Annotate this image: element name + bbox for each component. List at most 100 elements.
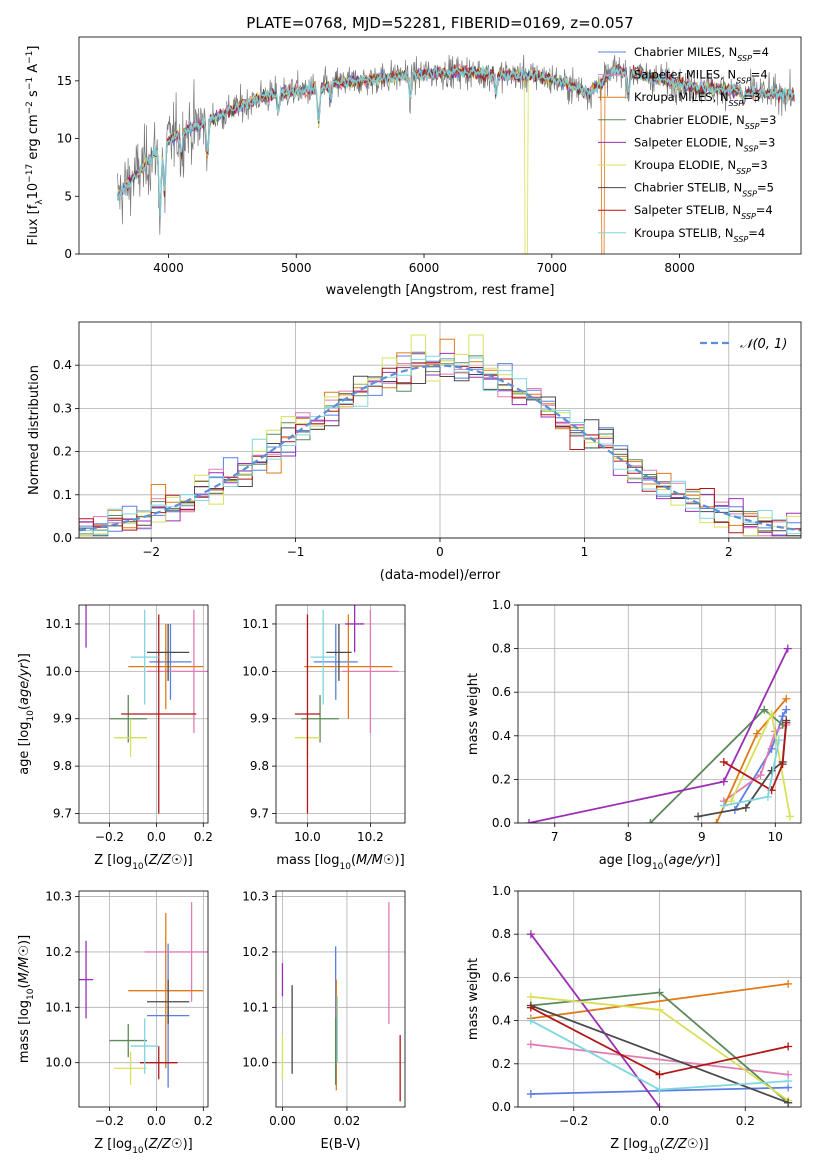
- mass_vs_Z-axes: −0.2 0.0 0.2 10.0 10.1 10.2 10.3: [45, 890, 213, 1128]
- age-vs-metallicity-panel: −0.2 0.0 0.29.79.89.910.010.1 Z [log10(Z/Z☉…: [17, 604, 213, 872]
- weight-marker-3: [655, 988, 664, 997]
- weight-marker-7: [655, 1070, 664, 1079]
- spectrum-ylabel-part: −1: [25, 51, 35, 64]
- residuals-xtick-label: 2: [725, 545, 733, 559]
- mass_vs_Z-xtick-label: 0.2: [194, 1114, 213, 1128]
- legend-entry: Chabrier MILES, NSSP=4: [634, 45, 769, 63]
- legend-entry: Chabrier STELIB, NSSP=5: [634, 181, 774, 199]
- weight_vs_age-xlabel-part: 10: [652, 862, 664, 872]
- mass_vs_Z-ytick-label: 10.0: [45, 1056, 72, 1070]
- mass_vs_Z-xlabel-part: (: [144, 1137, 149, 1152]
- weight-vs-metallicity-panel: −0.2 0.0 0.2 0.0 0.2 0.4 0.6 0.8 1.0 Z [log10(Z/Z…: [466, 884, 802, 1156]
- age_vs_Z-ylabel-part: )]: [17, 653, 32, 663]
- weight_vs_age-ytick-label: 0.2: [492, 772, 511, 786]
- mass_vs_Z-ylabel: mass [log10(M/M☉)]: [17, 935, 36, 1063]
- age_vs_Z-xtick-label: 0.0: [147, 830, 166, 844]
- residuals-ytick-label: 0.1: [53, 488, 72, 502]
- age_vs_Z-ylabel-part: 10: [26, 710, 36, 722]
- residuals-ytick-label: 0.4: [53, 358, 72, 372]
- histogram-7: [79, 358, 801, 538]
- mass_vs_Z-ytick-label: 10.3: [45, 890, 72, 904]
- age_vs_mass-xlabel-part: 10: [340, 862, 352, 872]
- weight_vs_Z-axes: −0.2 0.0 0.2 0.0 0.2 0.4 0.6 0.8 1.0: [492, 884, 802, 1128]
- histogram-5: [79, 334, 801, 538]
- weight_vs_age-ylabel-part: mass weight: [466, 673, 481, 755]
- weight_vs_Z-xlabel-part: Z/Z☉: [664, 1137, 699, 1152]
- figure-title: PLATE=0768, MJD=52281, FIBERID=0169, z=0…: [246, 14, 633, 32]
- mass_vs_ebv-plot-area: [281, 902, 401, 1102]
- age_vs_Z-ylabel-part: age/yr: [17, 662, 32, 705]
- age_vs_mass-ytick-label: 9.8: [250, 759, 269, 773]
- residuals-ytick-label: 0.3: [53, 401, 72, 415]
- legend-nssp-sub: SSP: [737, 54, 752, 63]
- age_vs_mass-xlabel-part: (: [351, 853, 356, 868]
- residuals-ylabel-part: Normed distribution: [27, 365, 42, 495]
- legend-model-name: Chabrier MILES, N: [634, 45, 737, 59]
- residuals-axes: −2 −1 0 1 2 0.0 0.1 0.2 0.3 0.4: [53, 321, 802, 559]
- mass_vs_ebv-xtick-label: 0.00: [269, 1114, 296, 1128]
- spectrum-ylabel-part: λ: [35, 199, 45, 205]
- weight-marker-4: [526, 930, 535, 939]
- spectrum-ytick-label: 15: [57, 74, 72, 88]
- weight-marker-6: [694, 812, 703, 821]
- mass_vs_Z-ytick-label: 10.1: [45, 1000, 72, 1014]
- age_vs_mass-ytick-label: 9.9: [250, 712, 269, 726]
- age_vs_Z-frame: [78, 604, 209, 824]
- weight_vs_Z-xlabel-part: Z [log: [610, 1137, 648, 1152]
- weight-marker-5: [767, 710, 776, 718]
- weight-marker-4: [655, 1103, 664, 1107]
- age_vs_Z-xlabel-part: Z [log: [94, 853, 132, 868]
- residuals-plot-area: [79, 334, 801, 538]
- weight_vs_Z-xtick-label: 0.2: [736, 1114, 755, 1128]
- legend-nssp-sub: SSP: [734, 234, 749, 243]
- age_vs_mass-xlabel-part: mass [log: [276, 853, 339, 868]
- age_vs_mass-xtick-label: 10.2: [357, 830, 384, 844]
- spectrum-ytick-label: 5: [64, 189, 72, 203]
- normal-reference-curve: [79, 364, 801, 532]
- age_vs_Z-xlabel: Z [log10(Z/Z☉)]: [94, 853, 192, 872]
- legend-nssp-sub: SSP: [736, 76, 751, 85]
- legend-model-name: Kroupa STELIB, N: [634, 226, 734, 240]
- mass_vs_ebv-ytick-label: 10.3: [242, 890, 269, 904]
- spectrum-xtick-label: 5000: [281, 261, 312, 275]
- weight_vs_age-axes: 7 8 9 10 0.0 0.2 0.4 0.6 0.8 1.0: [492, 598, 802, 844]
- weight-line-7: [723, 722, 788, 792]
- legend-entry: Kroupa STELIB, NSSP=4: [634, 226, 765, 244]
- age_vs_mass-ytick-label: 10.0: [242, 664, 269, 678]
- weight_vs_age-plot-area: [525, 644, 794, 823]
- weight-marker-7: [719, 757, 728, 766]
- reference-legend-label: 𝒩(0, 1): [740, 337, 787, 352]
- weight-marker-2: [752, 729, 761, 738]
- mass_vs_ebv-ytick-label: 10.1: [242, 1000, 269, 1014]
- spectrum-plot-area: [116, 54, 795, 254]
- weight-marker-8: [763, 792, 772, 801]
- age_vs_Z-ylabel: age [log10(age/yr)]: [17, 653, 36, 775]
- age_vs_Z-ylabel-part: age [log: [17, 722, 32, 775]
- mass_vs_Z-ylabel-part: )]: [17, 935, 32, 945]
- legend-nssp-sub: SSP: [729, 99, 744, 108]
- age_vs_mass-xtick-label: 10.0: [294, 830, 321, 844]
- age_vs_mass-axes: 10.0 10.2 9.7 9.8 9.9 10.0 10.1: [242, 604, 406, 844]
- weight_vs_age-ytick-label: 0.4: [492, 729, 511, 743]
- mass_vs_Z-xlabel-part: )]: [183, 1137, 193, 1152]
- weight-line-1: [723, 724, 787, 802]
- weight-marker-7: [782, 718, 791, 727]
- weight_vs_age-frame: [517, 604, 802, 824]
- weight_vs_age-xlabel: age [log10(age/yr)]: [599, 853, 721, 872]
- age_vs_Z-axes: −0.2 0.0 0.2 9.7 9.8 9.9 10.0 10.1: [45, 604, 213, 844]
- age_vs_Z-ytick-label: 9.7: [53, 807, 72, 821]
- age_vs_mass-ytick-label: 10.1: [242, 617, 269, 631]
- age_vs_Z-xlabel-part: 10: [132, 862, 144, 872]
- weight-marker-3: [646, 819, 655, 823]
- legend-nssp-value: =4: [752, 45, 769, 59]
- age_vs_mass-xlabel-part: M/M☉: [356, 853, 394, 868]
- weight_vs_age-ytick-label: 0.8: [492, 642, 511, 656]
- spectrum-ylabel-part: −2: [25, 101, 35, 114]
- age_vs_mass-xlabel: mass [log10(M/M☉)]: [276, 853, 404, 872]
- weight-marker-0: [778, 712, 787, 721]
- legend-model-name: Chabrier STELIB, N: [634, 181, 742, 195]
- weight_vs_Z-xtick-label: 0.0: [650, 1114, 669, 1128]
- spectrum-panel: 4000 5000 6000 7000 8000 0 5 10 15 wavelength [An…: [25, 36, 802, 298]
